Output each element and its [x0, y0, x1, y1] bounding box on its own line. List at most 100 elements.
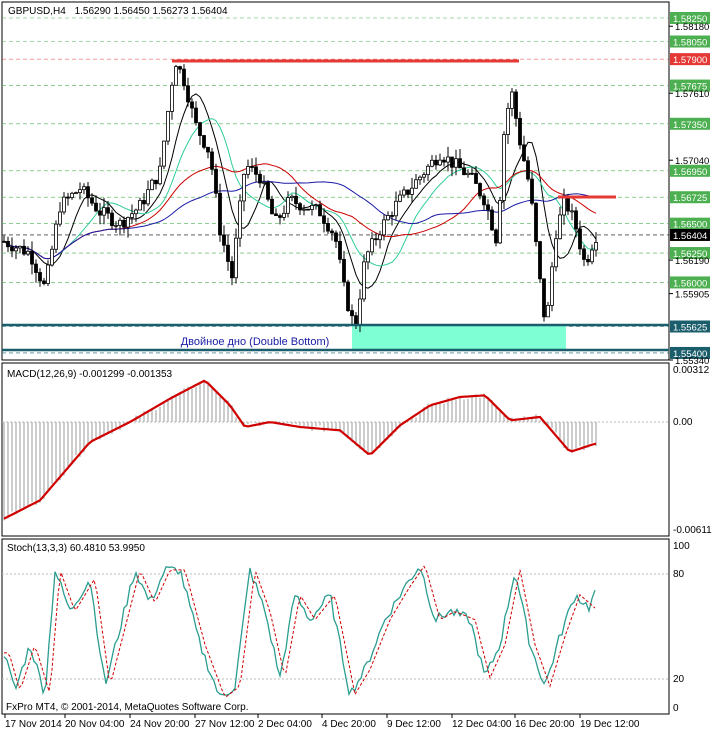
candle-body — [102, 207, 106, 216]
candle-body — [42, 280, 46, 284]
candle-body — [34, 263, 38, 273]
price-tag-label: 1.55400 — [673, 349, 707, 360]
candle-body — [26, 250, 30, 255]
price-tag-label: 1.56950 — [673, 167, 707, 178]
candle-body — [46, 264, 50, 284]
candle-body — [438, 159, 442, 166]
candle-body — [494, 229, 498, 244]
candle-body — [394, 200, 398, 217]
candle-body — [538, 241, 542, 280]
price-scale-label: 1.55905 — [675, 290, 709, 301]
candle-body — [582, 248, 586, 260]
candle-body — [330, 230, 334, 234]
candle-body — [434, 159, 438, 166]
time-label: 16 Dec 20:00 — [515, 719, 575, 730]
candle-body — [362, 261, 366, 300]
stoch-signal-line — [4, 565, 596, 698]
candle-body — [470, 172, 474, 175]
support-resistance-lines[interactable] — [2, 59, 669, 352]
candle-body — [370, 238, 374, 253]
candle-body — [78, 189, 82, 194]
candle-body — [298, 203, 302, 211]
candle-body — [446, 156, 450, 163]
candle-body — [522, 144, 526, 162]
time-label: 24 Nov 20:00 — [130, 719, 190, 730]
candle-body — [422, 174, 426, 178]
candle-body — [550, 266, 554, 306]
candle-body — [338, 241, 342, 260]
candle-body — [314, 204, 318, 207]
price-tag-label: 1.56250 — [673, 249, 707, 260]
candle-body — [358, 298, 362, 326]
candle-body — [402, 189, 406, 196]
candle-body — [74, 192, 78, 195]
price-scale-label: 1.57040 — [675, 156, 709, 167]
stoch-main-line — [3, 566, 596, 697]
price-tag — [670, 12, 710, 24]
candle-body — [262, 181, 266, 184]
candle-body — [406, 189, 410, 195]
time-label: 27 Nov 12:00 — [195, 719, 255, 730]
candle-body — [278, 215, 282, 218]
candle-body — [246, 166, 250, 175]
candle-body — [510, 91, 514, 109]
candle-body — [398, 194, 402, 202]
candle-body — [306, 208, 310, 211]
candle-body — [410, 187, 414, 195]
candle-body — [130, 213, 134, 218]
candle-body — [146, 189, 150, 205]
candle-body — [426, 165, 430, 176]
stoch-panel[interactable] — [1, 538, 670, 715]
candle-body — [302, 208, 306, 211]
ohlc-label: 1.56290 1.56450 1.56273 1.56404 — [75, 6, 228, 17]
time-label: 17 Nov 2014 — [5, 719, 62, 730]
price-tag — [670, 53, 710, 66]
candle-body — [586, 259, 590, 263]
candle-body — [346, 281, 350, 311]
candle-body — [150, 179, 154, 191]
candle-body — [430, 159, 434, 167]
candle-body — [350, 310, 354, 317]
candle-body — [10, 246, 14, 252]
price-panel[interactable] — [1, 1, 670, 361]
macd-title: MACD(12,26,9) -0.001299 -0.001353 — [7, 369, 173, 380]
candle-body — [366, 251, 370, 263]
candle-body — [178, 66, 182, 70]
candle-body — [250, 166, 254, 168]
candle-body — [462, 167, 466, 176]
candle-body — [310, 204, 314, 211]
candle-body — [210, 151, 214, 170]
macd-panel[interactable] — [1, 362, 670, 537]
candle-body — [570, 210, 574, 213]
candle-body — [294, 195, 298, 205]
candle-body — [18, 245, 22, 249]
price-tag-label: 1.56725 — [673, 193, 707, 204]
price-tag — [670, 164, 710, 177]
candle-body — [226, 244, 230, 262]
price-tag-label: 1.57900 — [673, 55, 707, 66]
time-label: 12 Dec 04:00 — [452, 719, 512, 730]
macd-scale-top: 0.00312 — [673, 365, 710, 376]
candle-body — [282, 212, 286, 218]
candle-body — [70, 192, 74, 198]
candle-body — [534, 202, 538, 243]
candle-body — [6, 241, 10, 248]
candle-body — [518, 117, 522, 146]
candle-body — [526, 160, 530, 180]
candle-body — [542, 278, 546, 318]
candle-body — [242, 173, 246, 202]
time-label: 19 Dec 12:00 — [580, 719, 640, 730]
candle-body — [62, 196, 66, 213]
price-tag — [670, 320, 710, 333]
price-scale-label: 1.58180 — [675, 22, 709, 33]
price-tag — [670, 35, 710, 48]
candle-body — [318, 204, 322, 217]
candle-body — [254, 166, 258, 175]
candle-body — [118, 219, 122, 226]
price-scale-label: 1.57610 — [675, 89, 709, 100]
candle-body — [502, 134, 506, 201]
price-tag — [670, 117, 710, 130]
candle-body — [274, 213, 278, 217]
